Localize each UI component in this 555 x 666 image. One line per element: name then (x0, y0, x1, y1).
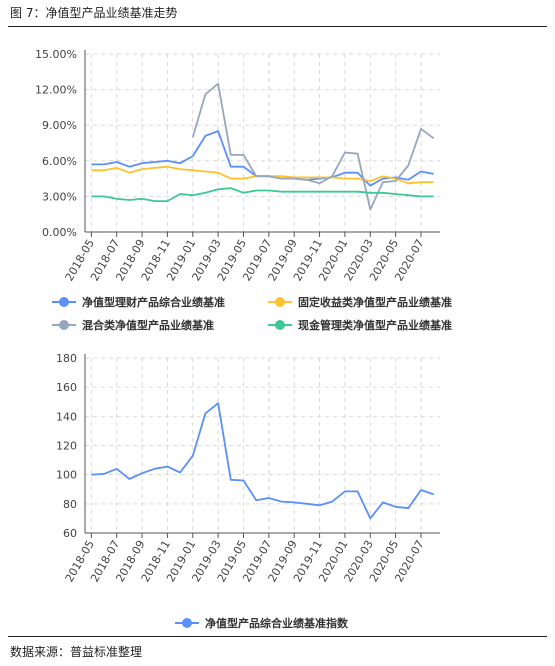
y-tick-label: 180 (56, 352, 77, 365)
chart-2: 60801001201401601802018-052018-072018-09… (56, 352, 440, 630)
source-note: 数据来源：普益标准整理 (10, 645, 143, 659)
legend-marker (59, 297, 69, 307)
series-line-1 (91, 402, 434, 520)
legend-marker (275, 320, 285, 330)
bottom-rule (8, 636, 547, 637)
y-tick-label: 60 (63, 527, 77, 540)
figure-title: 图 7：净值型产品业绩基准走势 (10, 6, 178, 20)
legend-item: 固定收益类净值型产品业绩基准 (268, 295, 452, 309)
legend-item: 净值型产品综合业绩基准指数 (175, 616, 349, 630)
y-tick-label: 15.00% (35, 48, 77, 61)
series-line-4 (91, 187, 434, 202)
legend-label: 现金管理类净值型产品业绩基准 (298, 318, 452, 332)
legend-label: 固定收益类净值型产品业绩基准 (298, 295, 452, 309)
series-line-2 (91, 165, 434, 185)
series-line-3 (191, 82, 435, 211)
legend-marker (275, 297, 285, 307)
y-tick-label: 100 (56, 469, 77, 482)
y-tick-label: 3.00% (42, 190, 77, 203)
legend-label: 混合类净值型产品业绩基准 (82, 318, 214, 332)
series-line-1 (91, 130, 434, 187)
y-tick-label: 12.00% (35, 84, 77, 97)
y-tick-label: 9.00% (42, 119, 77, 132)
y-tick-label: 6.00% (42, 155, 77, 168)
y-tick-label: 160 (56, 381, 77, 394)
legend-marker (59, 320, 69, 330)
legend-item: 混合类净值型产品业绩基准 (52, 318, 214, 332)
legend-label: 净值型产品综合业绩基准指数 (205, 616, 349, 630)
y-tick-label: 120 (56, 440, 77, 453)
legend-marker (182, 618, 192, 628)
top-rule (8, 26, 547, 27)
legend-item: 现金管理类净值型产品业绩基准 (268, 318, 452, 332)
legend-label: 净值型理财产品综合业绩基准 (82, 295, 225, 309)
y-tick-label: 140 (56, 410, 77, 423)
y-tick-label: 80 (63, 498, 77, 511)
y-tick-label: 0.00% (42, 226, 77, 239)
legend-item: 净值型理财产品综合业绩基准 (52, 295, 225, 309)
chart-1: 0.00%3.00%6.00%9.00%12.00%15.00%2018-052… (35, 48, 452, 332)
